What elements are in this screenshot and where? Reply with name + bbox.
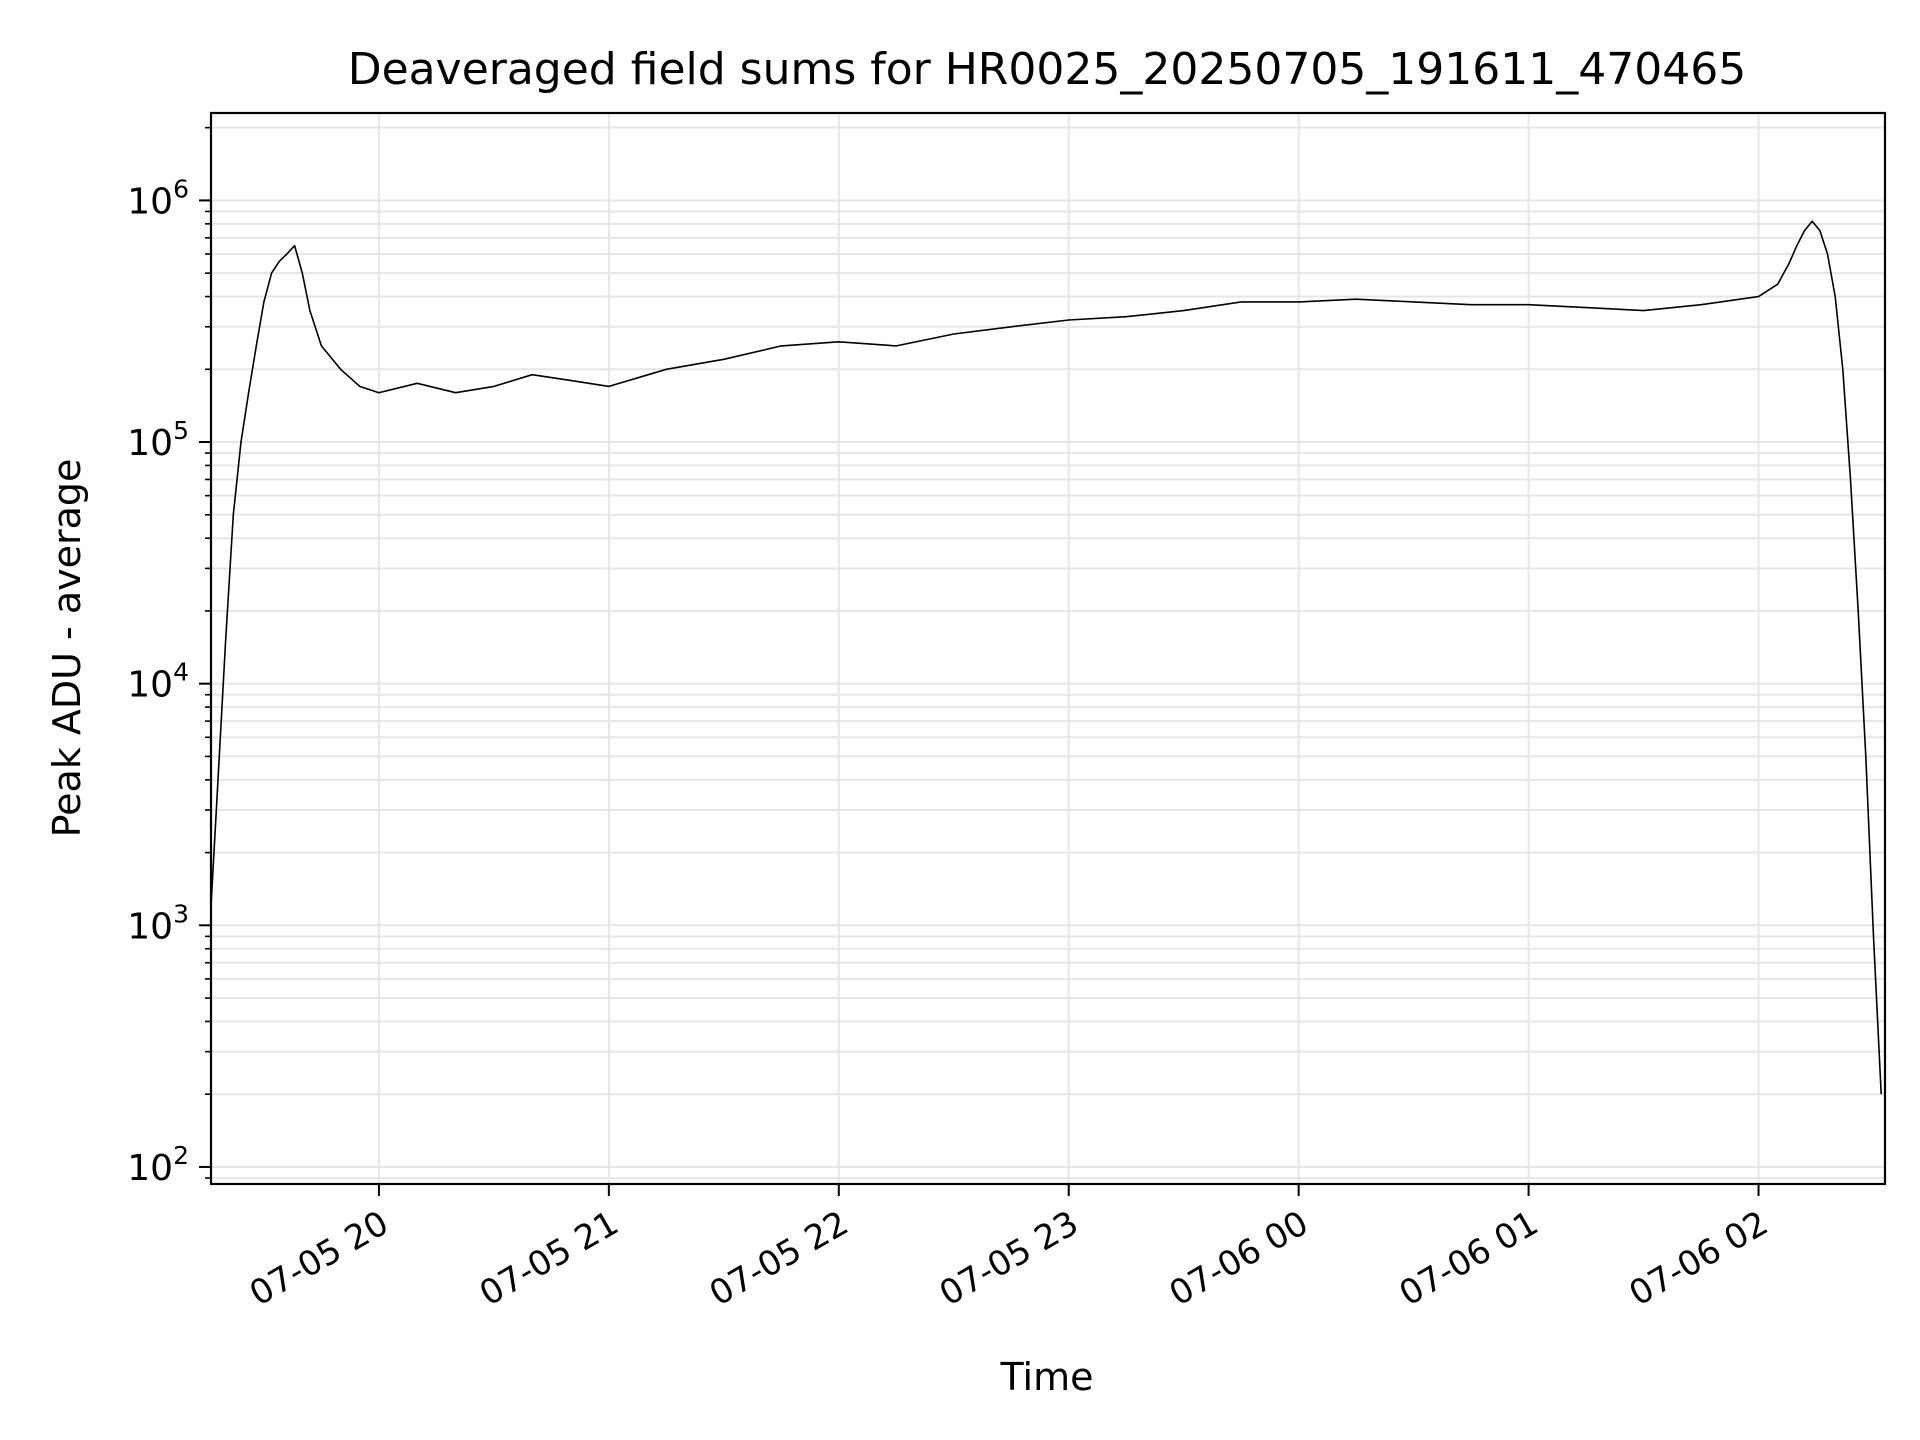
gridlines [211,113,1885,1184]
y-tick-label: 103 [127,899,189,947]
y-tick-label: 105 [127,416,189,464]
plot-frame [209,111,1887,1186]
y-tick-label: 106 [127,174,189,222]
y-axis-label: Peak ADU - average [45,459,89,838]
y-axis: 102 103 104 105 106 [127,126,211,1189]
series-line-0 [210,220,1882,1095]
x-axis-label: Time [1000,1355,1094,1399]
series-group [210,220,1882,1095]
chart-title: Deaveraged field sums for HR0025_2025070… [348,44,1747,95]
y-tick-label: 102 [127,1141,189,1189]
y-tick-label: 104 [127,658,189,706]
